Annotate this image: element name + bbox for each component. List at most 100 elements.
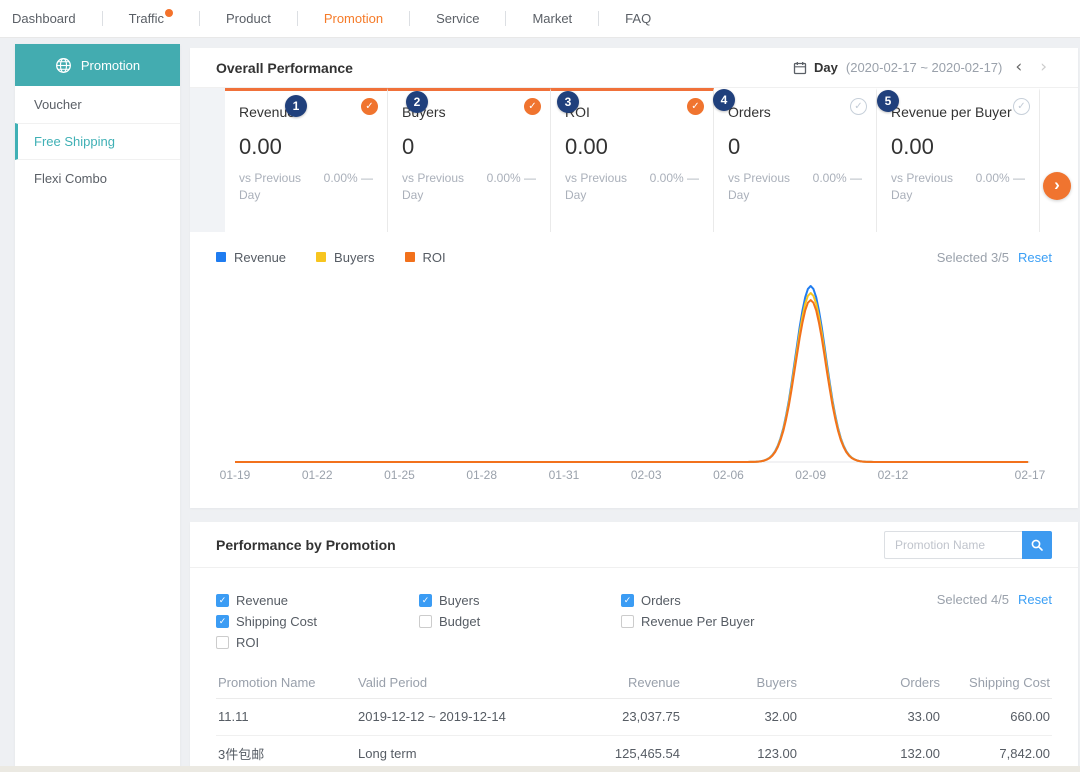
nav-item-promotion[interactable]: Promotion — [322, 11, 407, 26]
seller-center-screen: Dashboard Traffic Product Promotion Serv… — [0, 0, 1080, 772]
bottom-edge-strip — [0, 766, 1080, 772]
x-axis-tick-label: 01-31 — [549, 468, 580, 482]
sidebar-header-promotion[interactable]: Promotion — [15, 44, 180, 86]
column-header: Revenue — [536, 668, 682, 698]
checkbox-icon — [216, 615, 229, 628]
metric-card-revenue[interactable]: 1 Revenue 0.00 vs Previous Day 0.00% — — [225, 88, 388, 232]
x-axis-tick-label: 02-17 — [1015, 468, 1046, 482]
search-button[interactable] — [1022, 531, 1052, 559]
metric-value: 0.00 — [239, 134, 373, 160]
metric-label: Revenue per Buyer — [891, 104, 1025, 120]
carousel-next-button[interactable]: › — [1043, 172, 1071, 200]
legend-item-buyers[interactable]: Buyers — [316, 250, 374, 265]
sidebar-item-flexi-combo[interactable]: Flexi Combo — [15, 160, 180, 197]
nav-item-faq[interactable]: FAQ — [623, 11, 675, 26]
nav-label: Promotion — [324, 11, 383, 26]
globe-icon — [55, 57, 72, 74]
checkbox-orders[interactable]: Orders — [621, 590, 921, 611]
metric-card-orders[interactable]: 4 Orders 0 vs Previous Day 0.00% — — [714, 88, 877, 232]
metric-card-revenue-per-buyer[interactable]: 5 Revenue per Buyer 0.00 vs Previous Day… — [877, 88, 1040, 232]
compare-value: 0.00% — — [487, 170, 536, 205]
column-header: Valid Period — [356, 668, 536, 698]
x-axis-tick-label: 02-09 — [795, 468, 826, 482]
cell-shipping-cost: 660.00 — [942, 698, 1052, 735]
card-check-icon[interactable] — [361, 98, 378, 115]
promotion-search-input[interactable] — [884, 531, 1022, 559]
sidebar: Promotion Voucher Free Shipping Flexi Co… — [15, 44, 180, 766]
legend-label: ROI — [423, 250, 446, 265]
checkbox-icon — [419, 615, 432, 628]
nav-label: Market — [532, 11, 572, 26]
date-range[interactable]: (2020-02-17 ~ 2020-02-17) — [846, 60, 1002, 75]
sidebar-item-free-shipping[interactable]: Free Shipping — [15, 123, 180, 160]
metric-compare: vs Previous Day 0.00% — — [402, 170, 536, 205]
sidebar-item-voucher[interactable]: Voucher — [15, 86, 180, 123]
metric-label: Orders — [728, 104, 862, 120]
x-axis-tick-label: 01-19 — [220, 468, 251, 482]
annotation-marker-2: 2 — [406, 91, 428, 113]
checkbox-label: ROI — [236, 635, 259, 650]
compare-value: 0.00% — — [976, 170, 1025, 205]
checkbox-roi[interactable]: ROI — [216, 632, 419, 653]
selected-count: Selected 4/5 — [937, 592, 1009, 607]
nav-item-traffic[interactable]: Traffic — [127, 11, 197, 26]
prev-period-button[interactable]: ‹ — [1010, 59, 1027, 76]
checkbox-revenue-per-buyer[interactable]: Revenue Per Buyer — [621, 611, 921, 632]
period-day-selector[interactable]: Day — [793, 60, 838, 75]
card-check-icon[interactable] — [1013, 98, 1030, 115]
compare-value: 0.00% — — [650, 170, 699, 205]
overall-performance-panel: Overall Performance Day (2020-02-17 ~ 20… — [190, 48, 1078, 508]
card-check-icon[interactable] — [687, 98, 704, 115]
compare-value: 0.00% — — [324, 170, 373, 205]
x-axis-tick-label: 02-12 — [878, 468, 909, 482]
checkbox-shipping-cost[interactable]: Shipping Cost — [216, 611, 419, 632]
metric-card-roi[interactable]: 3 ROI 0.00 vs Previous Day 0.00% — — [551, 88, 714, 232]
panel-title: Performance by Promotion — [216, 537, 396, 553]
checkbox-icon — [621, 594, 634, 607]
reset-link[interactable]: Reset — [1018, 592, 1052, 607]
metric-value: 0.00 — [891, 134, 1025, 160]
compare-label: vs Previous Day — [728, 170, 800, 205]
checkbox-buyers[interactable]: Buyers — [419, 590, 621, 611]
column-header: Orders — [799, 668, 942, 698]
checkbox-label: Revenue — [236, 593, 288, 608]
selected-count: Selected 3/5 — [937, 250, 1009, 265]
metric-cards-strip: 1 Revenue 0.00 vs Previous Day 0.00% — 2… — [190, 88, 1078, 232]
panel-title: Overall Performance — [216, 60, 353, 76]
legend-item-revenue[interactable]: Revenue — [216, 250, 286, 265]
chart-legend-row: Revenue Buyers ROI Selected 3/5 Reset — [190, 244, 1078, 270]
cell-promotion-name: 11.11 — [216, 698, 356, 735]
checkbox-label: Shipping Cost — [236, 614, 317, 629]
card-check-icon[interactable] — [524, 98, 541, 115]
metric-card-buyers[interactable]: 2 Buyers 0 vs Previous Day 0.00% — — [388, 88, 551, 232]
legend-swatch — [405, 252, 415, 262]
next-period-button[interactable]: › — [1035, 59, 1052, 76]
nav-item-product[interactable]: Product — [224, 11, 295, 26]
compare-label: vs Previous Day — [891, 170, 963, 205]
x-axis-tick-label: 01-22 — [302, 468, 333, 482]
nav-separator — [297, 11, 298, 26]
checkbox-icon — [419, 594, 432, 607]
sidebar-menu: Voucher Free Shipping Flexi Combo — [15, 86, 180, 197]
annotation-marker-5: 5 — [877, 90, 899, 112]
reset-link[interactable]: Reset — [1018, 250, 1052, 265]
metric-label: ROI — [565, 104, 699, 120]
nav-item-dashboard[interactable]: Dashboard — [12, 11, 100, 26]
metric-checkbox-group: Revenue Buyers Orders Shipping Cost Budg… — [216, 590, 921, 653]
nav-item-service[interactable]: Service — [434, 11, 503, 26]
nav-label: FAQ — [625, 11, 651, 26]
calendar-icon — [793, 61, 807, 75]
checkbox-revenue[interactable]: Revenue — [216, 590, 419, 611]
nav-label: Product — [226, 11, 271, 26]
checkbox-label: Revenue Per Buyer — [641, 614, 754, 629]
x-axis-tick-label: 01-25 — [384, 468, 415, 482]
metric-compare: vs Previous Day 0.00% — — [728, 170, 862, 205]
checkbox-label: Buyers — [439, 593, 479, 608]
nav-label: Traffic — [129, 11, 164, 26]
nav-separator — [102, 11, 103, 26]
annotation-marker-1: 1 — [285, 95, 307, 117]
card-check-icon[interactable] — [850, 98, 867, 115]
checkbox-budget[interactable]: Budget — [419, 611, 621, 632]
legend-item-roi[interactable]: ROI — [405, 250, 446, 265]
nav-item-market[interactable]: Market — [530, 11, 596, 26]
